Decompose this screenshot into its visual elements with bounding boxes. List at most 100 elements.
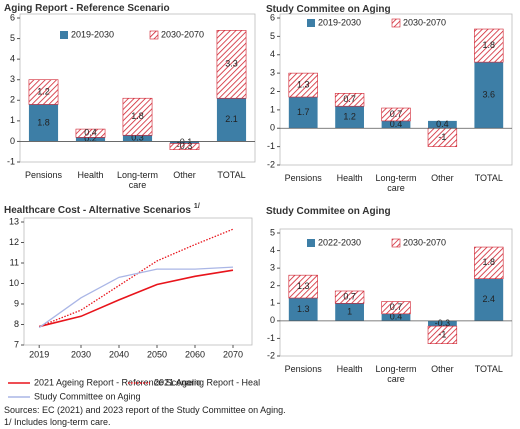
y-tick-label: 10 xyxy=(9,278,19,288)
legend-label: 2021 Ageing Report - Reference Scenario xyxy=(34,377,201,387)
bar-segment xyxy=(75,128,106,138)
legend-label: Study Committee on Aging xyxy=(34,391,141,401)
x-tick-label: TOTAL xyxy=(217,170,246,180)
bar-segment xyxy=(28,104,59,142)
bar-segment xyxy=(428,320,457,327)
line-series xyxy=(38,228,234,328)
plot-frame xyxy=(279,228,513,357)
y-tick-label: 1 xyxy=(10,115,15,125)
source-note: Sources: EC (2021) and 2023 report of th… xyxy=(4,405,286,415)
y-tick-label: 13 xyxy=(9,216,19,226)
bar-segment xyxy=(474,278,504,321)
bar-segment xyxy=(334,290,365,304)
value-label: 1.8 xyxy=(131,111,144,121)
y-tick-label: 0 xyxy=(270,315,275,325)
value-label: 0.7 xyxy=(390,302,403,312)
legend-swatch xyxy=(391,18,401,28)
bar-segment xyxy=(474,62,504,129)
x-tick-label: Pensions xyxy=(284,173,322,183)
y-tick-label: 4 xyxy=(270,245,275,255)
x-tick-label: Other xyxy=(173,170,196,180)
bar-segment xyxy=(122,135,153,142)
bar-segment xyxy=(474,246,504,279)
y-tick-label: 2 xyxy=(10,95,15,105)
x-tick-label: Long-term care xyxy=(116,170,159,190)
chart: Aging Report - Reference Scenario -1 0 1 2 3 4… xyxy=(4,3,256,190)
bar-segment xyxy=(335,303,364,321)
bar-segment xyxy=(169,143,200,150)
y-tick-label: 2 xyxy=(270,86,275,96)
bar-segment xyxy=(122,97,153,136)
bar-segment xyxy=(474,28,504,63)
chart-title: Study Commitee on Aging xyxy=(266,206,391,217)
title-note: 1/ xyxy=(194,203,200,210)
y-tick-label: 3 xyxy=(270,68,275,78)
value-label: 1.3 xyxy=(297,281,310,291)
x-tick-label-box: Health xyxy=(336,173,363,183)
legend-swatch xyxy=(307,239,315,247)
chart-title: Healthcare Cost - Alternative Scenarios 1… xyxy=(4,203,200,216)
line-series xyxy=(38,266,234,329)
legend-swatch xyxy=(391,238,401,248)
legend-label: 2022-2030 xyxy=(318,237,361,247)
y-tick-label: -1 xyxy=(267,141,275,151)
value-label: 0.4 xyxy=(390,312,403,322)
y-tick-label: -1 xyxy=(7,156,15,166)
value-label: -1 xyxy=(438,132,446,142)
bar-segment xyxy=(381,313,411,321)
y-tick-label: 0 xyxy=(270,123,275,133)
y-tick-label: 9 xyxy=(14,298,19,308)
y-tick-label: 5 xyxy=(270,227,275,237)
x-tick-label: Pensions xyxy=(284,364,322,374)
line-series xyxy=(39,269,234,328)
value-label: 1.3 xyxy=(297,79,310,89)
x-tick-label-box: Health xyxy=(77,170,104,180)
chart: Study Commitee on Aging -2 -1 0 1 2 3 4 5 1.3 1.3 P… xyxy=(266,206,513,384)
x-tick-label: Other xyxy=(431,173,454,183)
bar-segment xyxy=(381,301,411,315)
x-tick-label: 2040 xyxy=(109,349,129,359)
bar-segment xyxy=(288,298,318,321)
value-label: 1.8 xyxy=(483,257,496,267)
value-label: 1.8 xyxy=(483,40,496,50)
y-tick-label: 12 xyxy=(9,237,19,247)
title-text: Healthcare Cost - Alternative Scenarios xyxy=(4,205,191,216)
value-label: 2.1 xyxy=(225,114,238,124)
value-label: 1.7 xyxy=(297,107,310,117)
x-tick-label: Long-term care xyxy=(375,173,417,193)
x-tick-label-box: Long-term care xyxy=(375,173,417,193)
value-label: 0.2 xyxy=(84,134,97,144)
y-tick-label: 3 xyxy=(270,263,275,273)
bar-segment xyxy=(216,30,247,99)
x-tick-label-box: Other xyxy=(173,170,196,180)
x-tick-label: 2050 xyxy=(147,349,167,359)
y-tick-label: -1 xyxy=(267,333,275,343)
plot-frame xyxy=(23,217,253,346)
bar-segment xyxy=(335,106,364,129)
y-tick-label: -2 xyxy=(267,350,275,360)
legend-label: 2019-2030 xyxy=(318,17,361,27)
y-tick-label: 3 xyxy=(10,74,15,84)
plot-frame xyxy=(279,13,513,166)
chart: Healthcare Cost - Alternative Scenarios 1… xyxy=(4,203,260,402)
x-tick-label-box: Pensions xyxy=(284,173,322,183)
x-tick-label: Other xyxy=(431,364,454,374)
value-label: 0.7 xyxy=(343,94,356,104)
y-tick-label: -2 xyxy=(267,159,275,169)
x-tick-label: TOTAL xyxy=(474,364,503,374)
y-tick-label: 4 xyxy=(10,54,15,64)
value-label: 1.3 xyxy=(297,304,310,314)
bar-segment xyxy=(428,120,457,129)
bar-segment xyxy=(169,141,200,144)
y-tick-label: 5 xyxy=(270,31,275,41)
bar-segment xyxy=(216,98,247,142)
plot-frame xyxy=(19,13,256,163)
x-tick-label: Health xyxy=(77,170,104,180)
x-tick-label: 2030 xyxy=(71,349,91,359)
y-tick-label: 6 xyxy=(10,12,15,22)
y-tick-label: 11 xyxy=(10,257,19,267)
x-tick-label: Health xyxy=(336,173,363,183)
chart-title: Study Commitee on Aging xyxy=(266,4,391,15)
value-label: 0.4 xyxy=(84,128,97,138)
